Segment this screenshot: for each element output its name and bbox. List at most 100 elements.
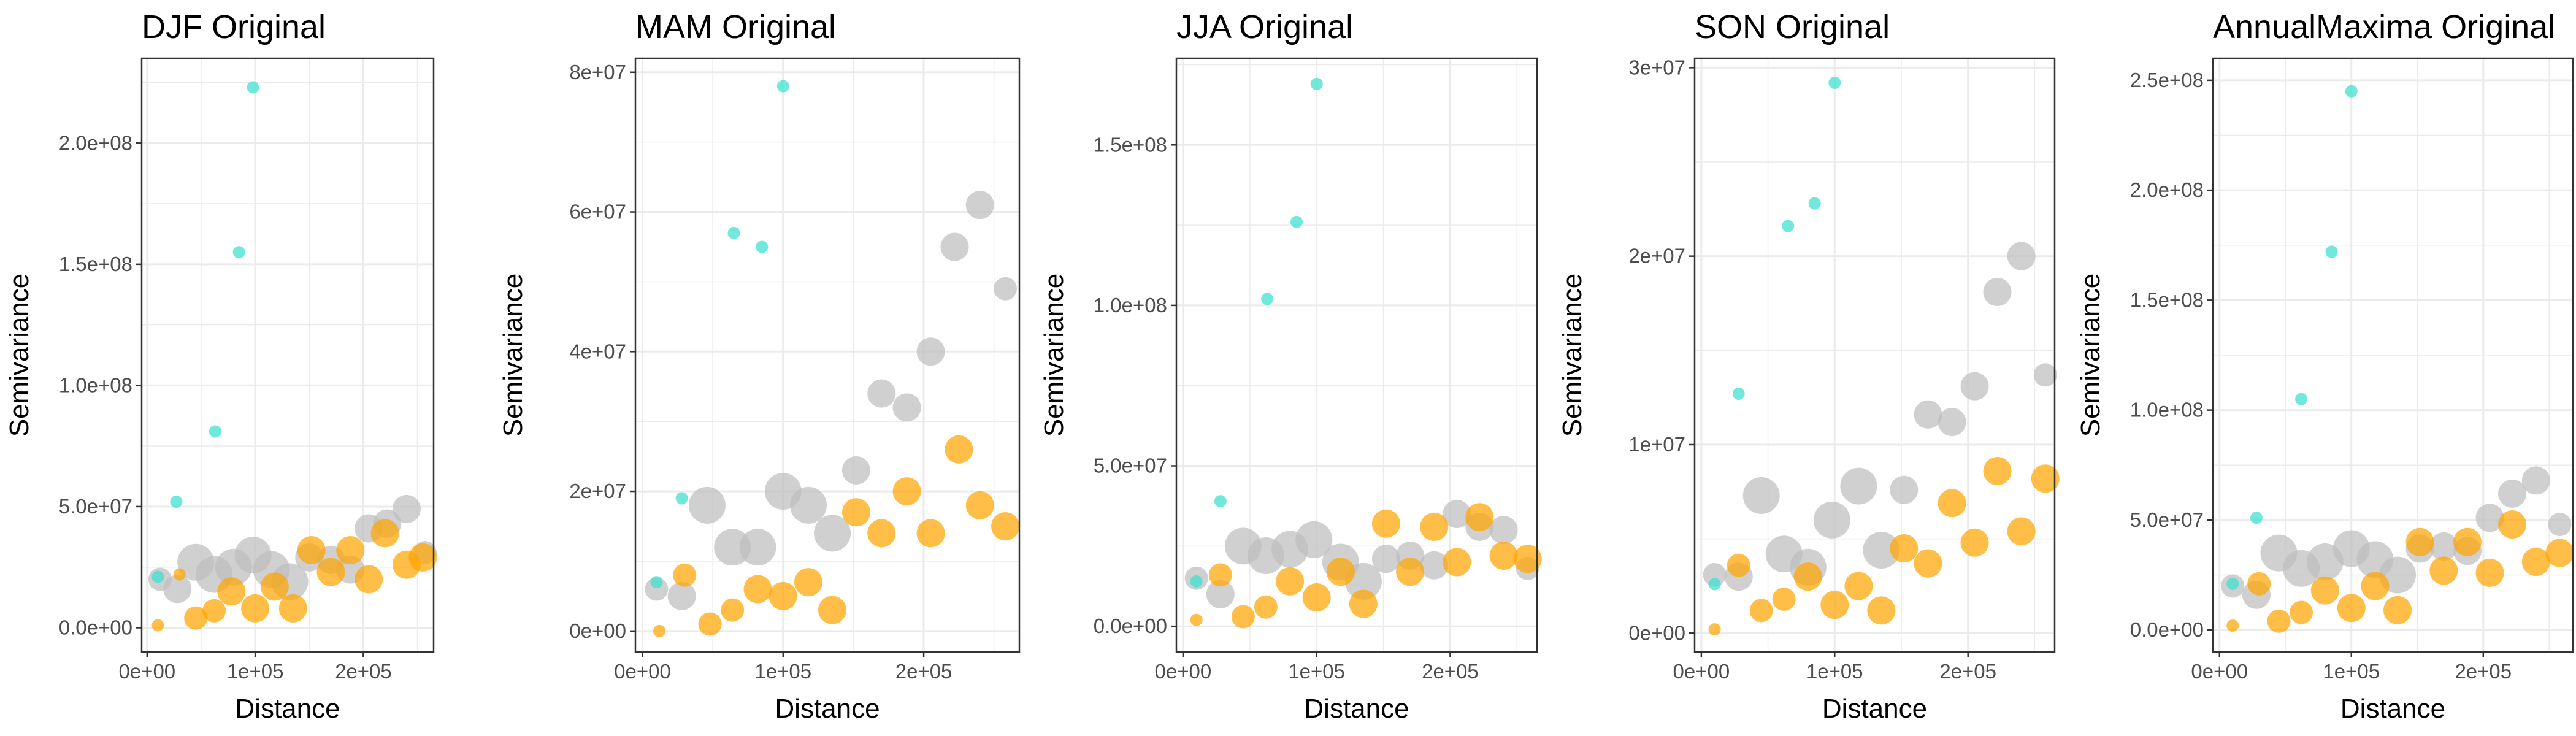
point-orange xyxy=(721,598,745,622)
point-grey xyxy=(1420,551,1449,580)
point-orange xyxy=(278,594,307,623)
point-orange xyxy=(698,612,722,636)
point-orange xyxy=(1443,548,1471,577)
y-tick-label: 1e+07 xyxy=(1628,433,1685,456)
point-orange xyxy=(794,568,823,597)
point-orange xyxy=(2545,539,2574,567)
point-orange xyxy=(2453,527,2482,556)
panel-jja-original: 0e+00 1e+05 2e+05 0.0e+00 5.0e+07 1.0e+08 1.5e… xyxy=(1039,9,1542,724)
point-grey xyxy=(1371,545,1400,573)
point-orange xyxy=(2498,510,2527,539)
point-grey xyxy=(994,277,1018,301)
plot-frame xyxy=(1693,57,2056,653)
y-axis-title: Semivariance xyxy=(1039,274,1069,437)
y-tick-label: 0.0e+00 xyxy=(59,616,132,638)
point-grey xyxy=(1206,580,1235,608)
point-orange xyxy=(1960,528,1989,557)
panel-title: SON Original xyxy=(1695,9,1890,45)
point-orange xyxy=(2247,572,2271,596)
point-grey xyxy=(2498,479,2527,508)
point-grey xyxy=(1840,467,1877,505)
y-tick-label: 1.0e+08 xyxy=(59,374,132,396)
point-grey xyxy=(867,379,896,408)
point-grey xyxy=(916,337,945,366)
point-cyan xyxy=(1708,578,1721,591)
point-orange xyxy=(818,596,847,624)
y-tick-label: 2.0e+08 xyxy=(59,131,132,154)
point-orange xyxy=(1844,572,1873,600)
x-tick-label: 0e+00 xyxy=(118,660,175,683)
panel-djf-original: 0e+00 1e+05 2e+05 0.0e+00 5.0e+07 1.0e+08 1.5e… xyxy=(4,9,437,724)
point-orange xyxy=(202,599,226,623)
point-orange xyxy=(673,563,697,587)
point-grey xyxy=(688,486,726,524)
point-orange xyxy=(1914,549,1942,578)
point-orange xyxy=(945,435,973,464)
x-tick-label: 0e+00 xyxy=(1673,660,1730,683)
point-cyan xyxy=(247,81,259,94)
point-orange xyxy=(2475,558,2504,587)
point-cyan xyxy=(2226,577,2239,590)
point-cyan xyxy=(2295,393,2308,405)
plot-frame xyxy=(140,57,435,653)
x-tick-label: 1e+05 xyxy=(754,660,811,683)
y-tick-label: 2.5e+08 xyxy=(2130,69,2204,91)
plot-frame xyxy=(634,57,1021,653)
point-grey xyxy=(1890,475,1919,504)
point-orange xyxy=(2405,527,2434,556)
y-tick-label: 0e+00 xyxy=(1628,621,1685,644)
point-orange xyxy=(2383,596,2412,624)
y-tick-label: 0e+00 xyxy=(569,619,626,642)
point-orange xyxy=(2007,517,2036,546)
point-orange xyxy=(1254,595,1278,619)
point-cyan xyxy=(151,570,164,583)
point-grey xyxy=(2521,466,2550,495)
panel-annualmaxima-original: 0e+00 1e+05 2e+05 0.0e+00 5.0e+07 1.0e+08 1.5e… xyxy=(2076,9,2574,724)
point-orange xyxy=(1208,563,1232,587)
point-cyan xyxy=(1290,215,1303,228)
y-tick-label: 0.0e+00 xyxy=(2130,618,2204,641)
point-orange xyxy=(1890,534,1919,562)
point-orange xyxy=(1983,456,2012,485)
point-orange xyxy=(2337,594,2366,623)
point-cyan xyxy=(675,492,688,505)
point-orange xyxy=(1326,558,1355,586)
panel-title: AnnualMaxima Original xyxy=(2213,9,2555,45)
point-orange xyxy=(2310,576,2339,605)
point-cyan xyxy=(776,80,789,93)
point-cyan xyxy=(650,576,663,589)
point-orange xyxy=(2031,464,2060,493)
x-axis-title: Distance xyxy=(235,694,340,724)
point-orange xyxy=(2267,609,2291,633)
x-axis-title: Distance xyxy=(2340,694,2445,724)
point-orange xyxy=(1396,558,1425,586)
plot-frame xyxy=(2212,57,2574,653)
x-tick-label: 1e+05 xyxy=(2323,660,2380,683)
point-cyan xyxy=(209,425,221,438)
point-cyan xyxy=(727,226,740,239)
point-orange xyxy=(151,619,164,632)
y-tick-label: 2e+07 xyxy=(569,480,626,502)
point-grey xyxy=(814,515,851,552)
y-tick-label: 0.0e+00 xyxy=(1094,615,1167,637)
x-tick-label: 2e+05 xyxy=(2455,660,2512,683)
point-cyan xyxy=(1214,495,1227,508)
x-tick-label: 0e+00 xyxy=(614,660,671,683)
point-orange xyxy=(316,558,345,586)
x-axis-title: Distance xyxy=(775,694,880,724)
point-orange xyxy=(965,491,994,519)
point-orange xyxy=(355,565,383,594)
point-orange xyxy=(297,536,326,565)
panel-mam-original: 0e+00 1e+05 2e+05 0e+00 2e+07 4e+07 6e+07 8e+07… xyxy=(498,9,1021,724)
x-tick-label: 1e+05 xyxy=(1806,660,1863,683)
point-orange xyxy=(1820,591,1849,619)
x-axis-title: Distance xyxy=(1822,694,1927,724)
y-tick-label: 5.0e+07 xyxy=(2130,508,2204,531)
point-cyan xyxy=(170,496,183,508)
y-tick-label: 3e+07 xyxy=(1628,56,1685,79)
point-orange xyxy=(769,581,797,610)
point-orange xyxy=(260,572,289,601)
point-orange xyxy=(916,519,945,548)
point-grey xyxy=(790,486,827,524)
